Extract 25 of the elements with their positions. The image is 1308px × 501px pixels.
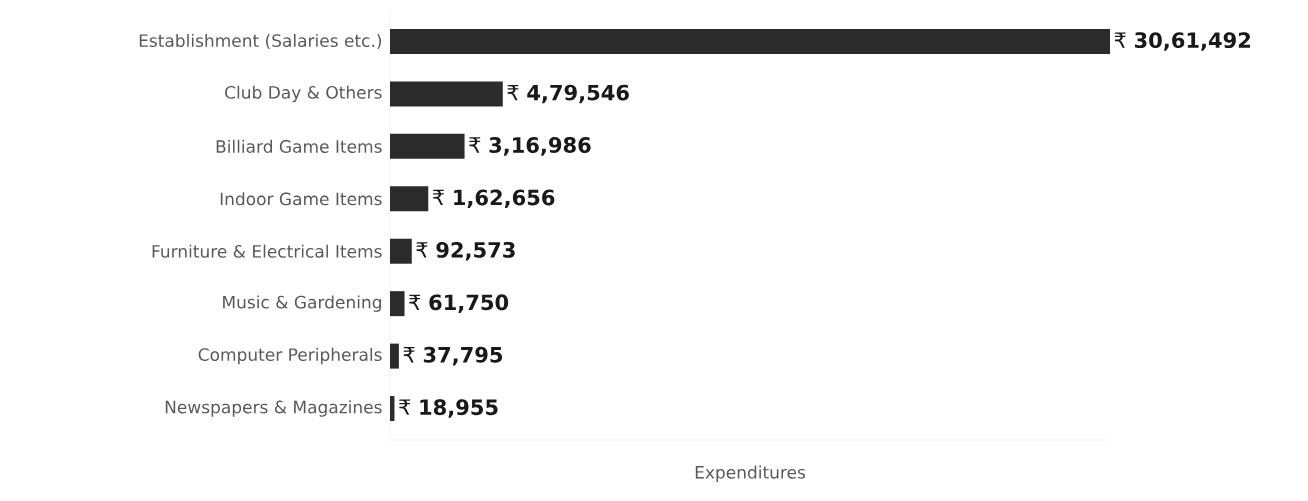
bar [390,28,1111,54]
data-label: ₹ 37,795 [403,346,503,366]
bar [390,343,399,369]
data-label: ₹ 92,573 [416,241,515,261]
y-tick-label: Furniture & Electrical Items [152,244,382,258]
y-tick-label: Computer Peripherals [198,347,382,365]
data-label: ₹ 3,16,986 [469,137,591,156]
bar [390,396,395,422]
data-label: ₹ 61,750 [409,294,509,313]
y-tick-label: Club Day & Others [225,85,382,103]
bar [390,133,465,159]
data-label: ₹ 4,79,546 [507,84,629,104]
bar [390,291,405,317]
bar [390,81,503,107]
data-label: ₹ 18,955 [399,399,498,418]
data-label: ₹ 1,62,656 [432,189,555,209]
bar [390,186,429,212]
data-label: ₹ 30,61,492 [1114,32,1250,51]
bar [390,238,412,264]
y-tick-label: Newspapers & Magazines [165,400,382,417]
x-axis-title: Expenditures [695,465,806,482]
y-tick-label: Music & Gardening [223,295,381,312]
y-tick-label: Establishment (Salaries etc.) [139,33,382,50]
y-tick-label: Indoor Game Items [220,192,382,206]
y-tick-label: Billiard Game Items [216,139,382,153]
